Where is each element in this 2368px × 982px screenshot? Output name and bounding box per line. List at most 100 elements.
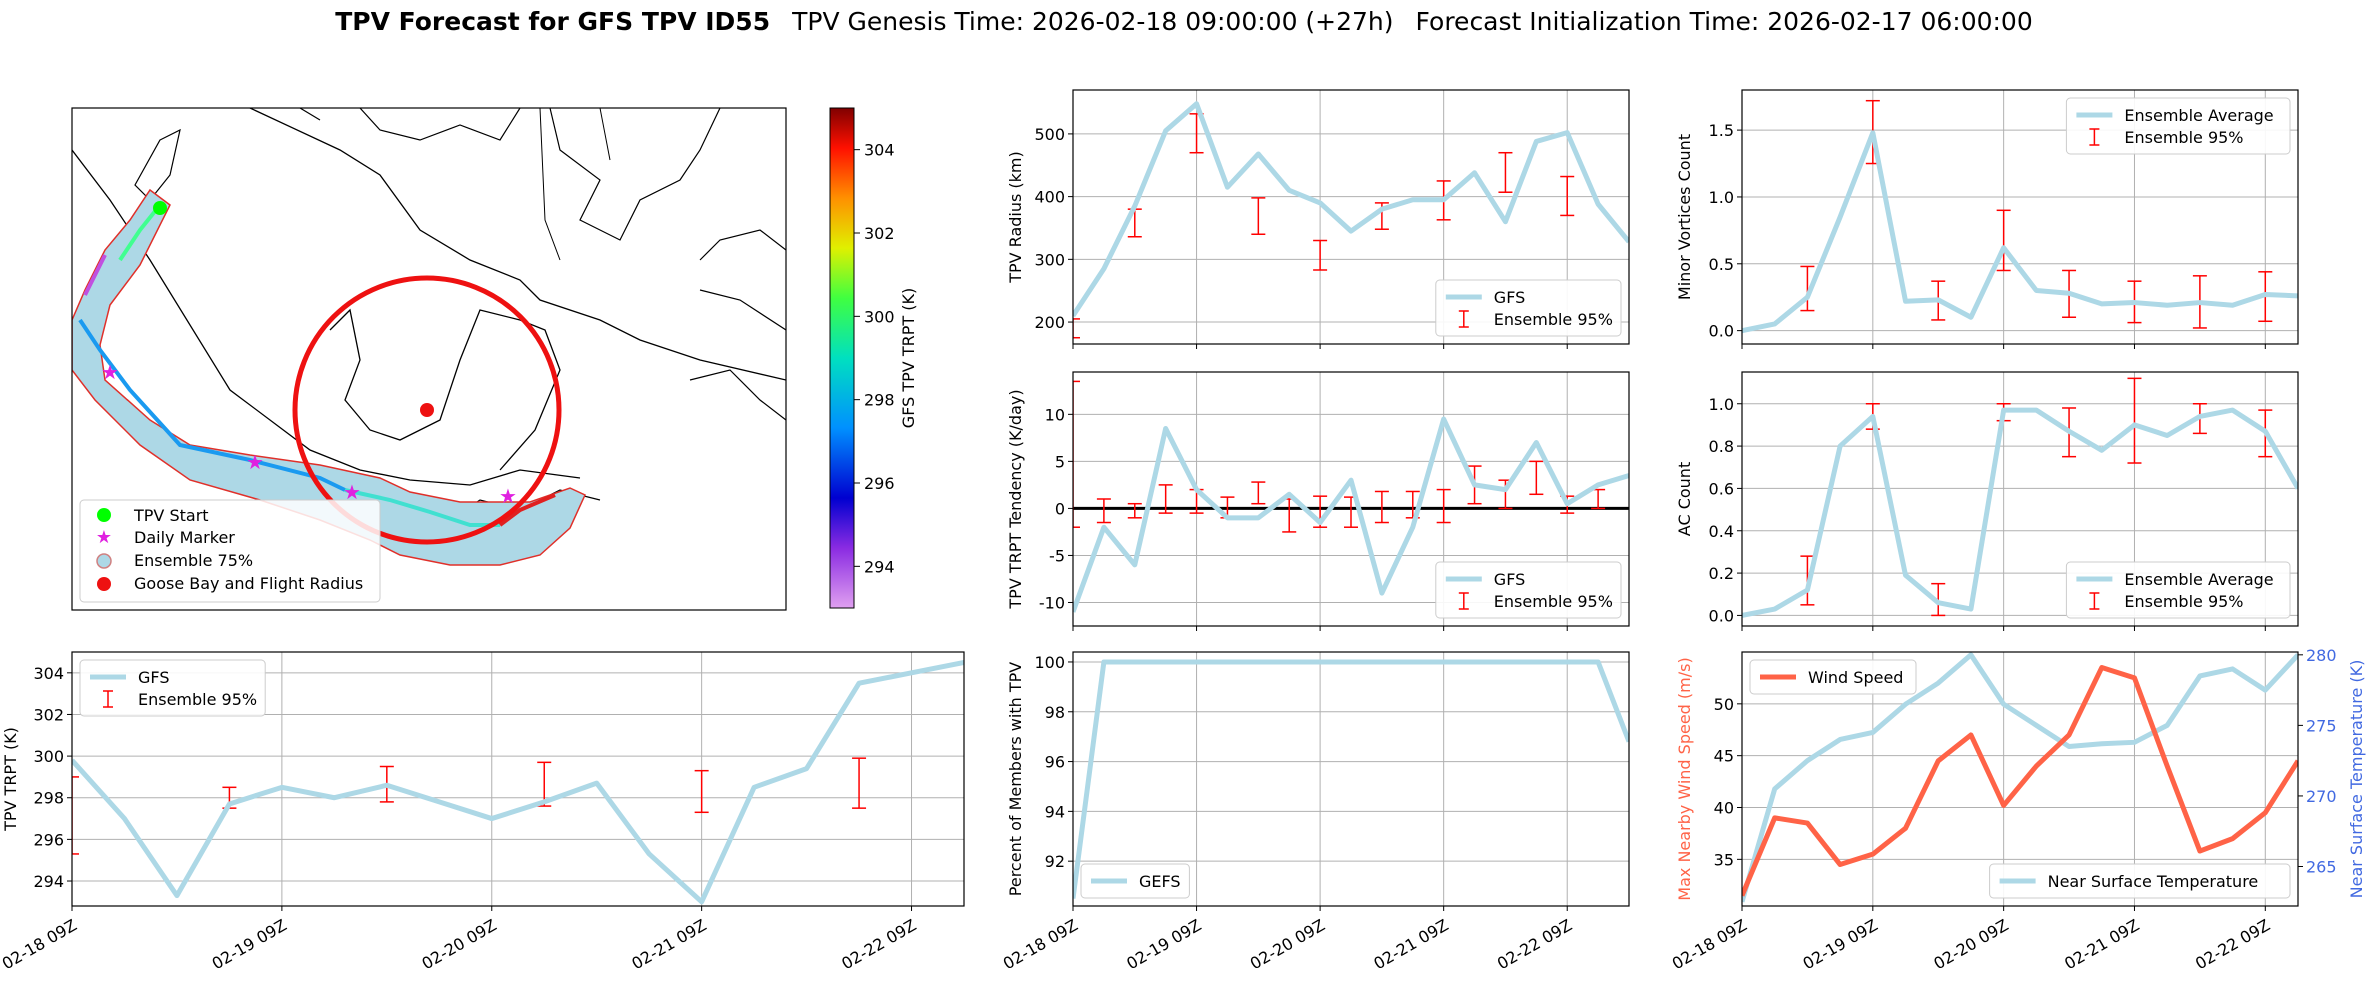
- y-right-axis-label: Near Surface Temperature (K): [2347, 660, 2366, 899]
- y-axis-label: Max Nearby Wind Speed (m/s): [1675, 657, 1694, 900]
- y-right-tick-label: 265: [2306, 857, 2337, 876]
- legend-label: Ensemble 95%: [2124, 592, 2243, 611]
- y-tick-label: 10: [1045, 405, 1065, 424]
- legend-label: Ensemble 95%: [1494, 310, 1613, 329]
- y-tick-label: 94: [1045, 802, 1065, 821]
- errorbar: [1529, 460, 1544, 496]
- chart-trpt: 02-18 09Z 02-19 09Z 02-20 09Z 02-21 09Z 02-2…: [0, 651, 1338, 973]
- legend-goose-bay: Goose Bay and Flight Radius: [134, 574, 363, 593]
- coastline-greenland: [689, 229, 786, 421]
- x-tick-label: 02-18 09Z: [1669, 915, 1750, 973]
- series-gfs: [72, 659, 964, 905]
- y-tick-label: 98: [1045, 703, 1065, 722]
- legend-box: [79, 659, 266, 717]
- plot-area: [1073, 380, 1629, 613]
- chart-legend: Near Surface Temperature: [1989, 863, 2291, 899]
- legend-label: Ensemble 95%: [138, 690, 257, 709]
- plot-area: [1073, 659, 1629, 899]
- colorbar-tick-label: 304: [864, 141, 895, 160]
- y-tick-label: 92: [1045, 852, 1065, 871]
- y-right-tick-label: 280: [2306, 646, 2337, 665]
- errorbar: [1158, 484, 1173, 514]
- errorbar: [1282, 498, 1297, 533]
- track-segment-4: [344, 488, 500, 527]
- colorbar-tick-label: 300: [864, 307, 895, 326]
- chart-legend: GFS Ensemble 95%: [1435, 279, 1622, 337]
- errorbar: [1591, 488, 1606, 510]
- map-legend: TPV Start ★ Daily Marker Ensemble 75% Go…: [79, 499, 381, 603]
- errorbar: [1374, 490, 1389, 524]
- x-tick-label: 02-22 09Z: [2192, 915, 2273, 973]
- legend-goose-bay-icon: [97, 577, 111, 591]
- errorbar: [1127, 502, 1142, 519]
- y-tick-label: 0.8: [1709, 437, 1734, 456]
- chart-wind_temp: 02-18 09Z 02-19 09Z 02-20 09Z 02-21 09Z 02-2…: [1669, 646, 2366, 973]
- legend-box: [2065, 561, 2291, 619]
- x-tick-label: 02-19 09Z: [209, 915, 290, 973]
- chart-legend: Wind Speed: [1749, 659, 1917, 695]
- y-tick-label: 40: [1714, 799, 1734, 818]
- map-legend-box: [79, 499, 381, 603]
- legend-label: Near Surface Temperature: [2048, 872, 2259, 891]
- errorbar: [2127, 377, 2142, 464]
- errorbar: [1251, 197, 1266, 235]
- legend-tpv-start-icon: [97, 508, 111, 522]
- x-tick-label: 02-21 09Z: [1370, 915, 1451, 973]
- legend-box: [1435, 561, 1622, 619]
- track-segment-2: [83, 254, 107, 296]
- axes-frame: [1741, 89, 2299, 345]
- legend-ensemble-75-icon: [96, 553, 112, 569]
- errorbar: [1313, 239, 1328, 271]
- plot-area: [1742, 99, 2298, 334]
- title-genesis: TPV Genesis Time: 2026-02-18 09:00:00 (+…: [791, 7, 1393, 36]
- axes-frame: [71, 651, 965, 907]
- daily-marker-3: ★: [343, 480, 361, 504]
- y-tick-label: 0.0: [1709, 322, 1734, 341]
- legend-box: [2065, 97, 2291, 155]
- colorbar-gradient: [829, 107, 855, 609]
- axes-frame: [1072, 89, 1630, 345]
- legend-box: [1989, 863, 2291, 899]
- chart-ac: 1.0 0.8 0.6 0.4 0.2 0.0 AC Count Ensemble Avera…: [1675, 371, 2299, 631]
- y-tick-label: 298: [33, 789, 64, 808]
- y-tick-label: 0.6: [1709, 479, 1734, 498]
- errorbar: [1324, 694, 1338, 848]
- errorbar: [1073, 318, 1080, 339]
- errorbar: [537, 761, 552, 807]
- legend-box: [1749, 659, 1917, 695]
- x-tick-label: 02-20 09Z: [418, 915, 499, 973]
- plot-area: [1073, 101, 1629, 339]
- chart-percent: 02-18 09Z 02-19 09Z 02-20 09Z 02-21 09Z 02-2…: [1000, 651, 1630, 973]
- x-tick-label: 02-22 09Z: [838, 915, 919, 973]
- y-tick-label: 296: [33, 830, 64, 849]
- errorbar: [1560, 175, 1575, 217]
- y-tick-label: 300: [1034, 250, 1065, 269]
- coastline-alaska: [134, 128, 181, 201]
- errorbar: [72, 776, 79, 855]
- series-wind-speed: [1742, 665, 2298, 897]
- coastline-labrador: [329, 308, 561, 471]
- ensemble-75-area: [72, 188, 586, 566]
- y-tick-label: 300: [33, 747, 64, 766]
- y-tick-label: 1.0: [1709, 395, 1734, 414]
- colorbar-label: GFS TPV TRPT (K): [899, 288, 918, 428]
- y-tick-label: 96: [1045, 753, 1065, 772]
- title-bold: TPV Forecast for GFS TPV ID55: [335, 7, 770, 36]
- tpv-start-marker: [153, 201, 167, 215]
- track-segment-start: [118, 203, 162, 262]
- x-tick-label: 02-20 09Z: [1930, 915, 2011, 973]
- y-axis-label: Minor Vortices Count: [1675, 134, 1694, 300]
- x-tick-label: 02-22 09Z: [1494, 915, 1575, 973]
- figure-title: TPV Forecast for GFS TPV ID55 TPV Genesis…: [335, 7, 2033, 36]
- legend-label: Ensemble Average: [2124, 106, 2273, 125]
- colorbar: 304 302 300 298 296 294 GFS TPV TRPT (K): [829, 107, 918, 609]
- y-axis-label: AC Count: [1675, 462, 1694, 536]
- y-axis-label: TPV Radius (km): [1006, 151, 1025, 284]
- y-tick-label: 500: [1034, 125, 1065, 144]
- colorbar-tick-label: 296: [864, 474, 895, 493]
- axes-frame: [1072, 371, 1630, 627]
- legend-ensemble-75: Ensemble 75%: [134, 551, 253, 570]
- errorbar: [1096, 498, 1111, 524]
- chart-tendency: 10 5 0 -5 -10 TPV TRPT Tendency (K/day) GFS Ens…: [1006, 371, 1630, 631]
